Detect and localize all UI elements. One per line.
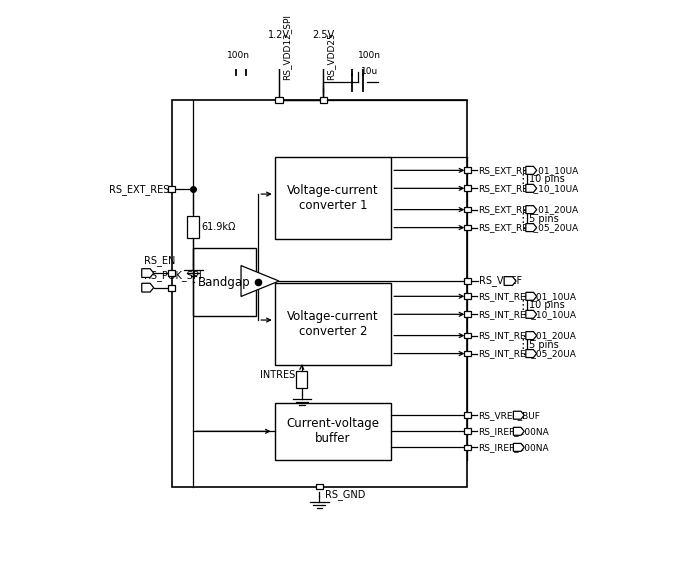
Text: RS_EN: RS_EN — [144, 255, 176, 266]
FancyBboxPatch shape — [463, 278, 471, 284]
FancyBboxPatch shape — [274, 157, 391, 239]
FancyBboxPatch shape — [188, 216, 200, 238]
Text: RS_INT_RES_10_10UA: RS_INT_RES_10_10UA — [478, 310, 576, 319]
Text: Bandgap: Bandgap — [198, 276, 251, 289]
Text: RS_EXT_RES_05_20UA: RS_EXT_RES_05_20UA — [478, 223, 578, 232]
Text: 100n: 100n — [358, 51, 381, 60]
Text: 10u: 10u — [361, 67, 378, 76]
FancyBboxPatch shape — [274, 402, 391, 460]
Text: ⋮: ⋮ — [517, 212, 529, 225]
FancyBboxPatch shape — [463, 225, 471, 231]
Text: 5 pins: 5 pins — [528, 340, 559, 350]
FancyBboxPatch shape — [168, 285, 175, 290]
Text: RS_IREF_100NA: RS_IREF_100NA — [478, 427, 549, 436]
Text: ⋮: ⋮ — [517, 173, 529, 186]
Text: RS_GND: RS_GND — [325, 489, 365, 500]
Text: 61.9kΩ: 61.9kΩ — [201, 222, 235, 232]
Polygon shape — [513, 411, 524, 419]
FancyBboxPatch shape — [463, 412, 471, 418]
FancyBboxPatch shape — [274, 283, 391, 365]
Polygon shape — [526, 205, 537, 214]
FancyBboxPatch shape — [168, 186, 175, 192]
Text: Current-voltage
buffer: Current-voltage buffer — [286, 417, 379, 445]
Text: RS_EXT_RES_01_10UA: RS_EXT_RES_01_10UA — [478, 166, 578, 175]
Text: RS_EXT_RES_10_10UA: RS_EXT_RES_10_10UA — [478, 184, 578, 193]
FancyBboxPatch shape — [463, 428, 471, 434]
Polygon shape — [526, 332, 537, 340]
Text: RS_IREF_200NA: RS_IREF_200NA — [478, 443, 549, 452]
Text: 5 pins: 5 pins — [528, 214, 559, 224]
Polygon shape — [526, 292, 537, 300]
Polygon shape — [526, 311, 537, 319]
FancyBboxPatch shape — [463, 293, 471, 299]
Polygon shape — [141, 284, 154, 292]
Polygon shape — [513, 427, 524, 435]
FancyBboxPatch shape — [463, 185, 471, 191]
Text: RS_INT_RES_05_20UA: RS_INT_RES_05_20UA — [478, 349, 576, 358]
Text: 10 pins: 10 pins — [528, 300, 564, 311]
Polygon shape — [513, 443, 524, 451]
FancyBboxPatch shape — [276, 97, 283, 103]
FancyBboxPatch shape — [320, 97, 327, 103]
Polygon shape — [241, 266, 279, 297]
Text: RS_EXT_RES: RS_EXT_RES — [108, 184, 169, 195]
Text: Voltage-current
converter 2: Voltage-current converter 2 — [287, 310, 379, 338]
Polygon shape — [526, 350, 537, 358]
FancyBboxPatch shape — [463, 207, 471, 212]
Text: ⋮: ⋮ — [517, 338, 529, 351]
FancyBboxPatch shape — [193, 248, 256, 316]
Text: 10 pins: 10 pins — [528, 174, 564, 184]
FancyBboxPatch shape — [463, 351, 471, 356]
FancyBboxPatch shape — [463, 312, 471, 317]
Text: RS_POK_SPI: RS_POK_SPI — [144, 270, 202, 281]
FancyBboxPatch shape — [316, 484, 323, 490]
Text: RS_INT_RES_01_10UA: RS_INT_RES_01_10UA — [478, 292, 576, 301]
Polygon shape — [141, 269, 154, 277]
Text: RS_EXT_RES_01_20UA: RS_EXT_RES_01_20UA — [478, 205, 578, 214]
Text: RS_VDD12_SPI: RS_VDD12_SPI — [282, 14, 291, 80]
FancyBboxPatch shape — [463, 168, 471, 173]
Polygon shape — [526, 166, 537, 174]
Text: 100n: 100n — [227, 51, 250, 60]
FancyBboxPatch shape — [172, 100, 468, 487]
Text: Voltage-current
converter 1: Voltage-current converter 1 — [287, 184, 379, 212]
FancyBboxPatch shape — [463, 333, 471, 339]
Text: INTRES: INTRES — [260, 370, 295, 380]
Text: 1.2V: 1.2V — [268, 30, 290, 40]
Text: 2.5V: 2.5V — [312, 30, 335, 40]
Text: RS_VREF_BUF: RS_VREF_BUF — [478, 411, 540, 420]
FancyBboxPatch shape — [296, 371, 307, 388]
Text: RS_VREF: RS_VREF — [480, 276, 522, 286]
Polygon shape — [526, 184, 537, 192]
Text: ⋮: ⋮ — [517, 299, 529, 312]
FancyBboxPatch shape — [463, 444, 471, 450]
Polygon shape — [526, 224, 537, 231]
Text: RS_VDD25: RS_VDD25 — [327, 32, 336, 80]
Text: RS_INT_RES_01_20UA: RS_INT_RES_01_20UA — [478, 331, 576, 340]
Polygon shape — [504, 277, 516, 285]
FancyBboxPatch shape — [168, 270, 175, 276]
